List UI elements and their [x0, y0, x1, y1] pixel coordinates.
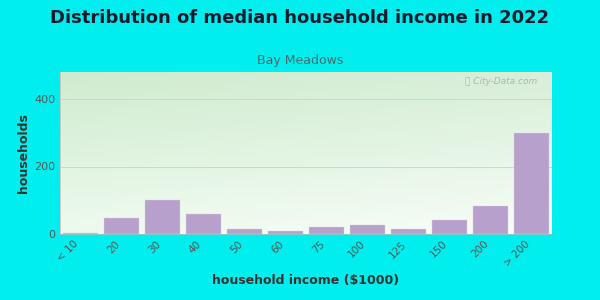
- Bar: [227, 229, 262, 234]
- Bar: [309, 226, 344, 234]
- Bar: [514, 133, 549, 234]
- Bar: [186, 214, 221, 234]
- Bar: [350, 224, 385, 234]
- Bar: [268, 231, 303, 234]
- Text: Distribution of median household income in 2022: Distribution of median household income …: [50, 9, 550, 27]
- Bar: [432, 220, 467, 234]
- Bar: [63, 233, 98, 234]
- Bar: [104, 218, 139, 234]
- Y-axis label: households: households: [17, 113, 30, 193]
- Bar: [145, 200, 180, 234]
- Bar: [391, 229, 426, 234]
- Bar: [473, 206, 508, 234]
- Text: Ⓒ City-Data.com: Ⓒ City-Data.com: [465, 77, 537, 86]
- Text: Bay Meadows: Bay Meadows: [257, 54, 343, 67]
- X-axis label: household income ($1000): household income ($1000): [212, 274, 400, 287]
